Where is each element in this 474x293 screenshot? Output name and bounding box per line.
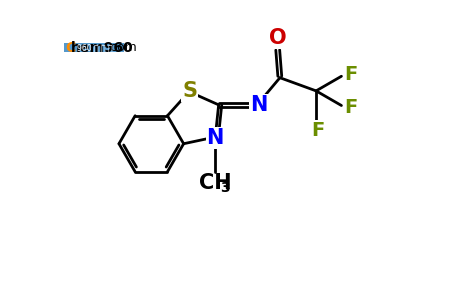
Text: F: F xyxy=(311,121,324,140)
Text: hem960: hem960 xyxy=(71,41,133,55)
Text: 960 化 工 网: 960 化 工 网 xyxy=(76,43,112,52)
Text: CH: CH xyxy=(199,173,232,193)
Text: C: C xyxy=(65,41,75,55)
Bar xyxy=(64,43,124,52)
Text: O: O xyxy=(269,28,286,48)
Text: F: F xyxy=(344,98,357,117)
Text: .com: .com xyxy=(107,41,137,54)
Text: N: N xyxy=(250,95,267,115)
Text: N: N xyxy=(207,128,224,148)
Text: 3: 3 xyxy=(219,181,229,195)
Text: S: S xyxy=(182,81,197,101)
Text: F: F xyxy=(344,65,357,84)
